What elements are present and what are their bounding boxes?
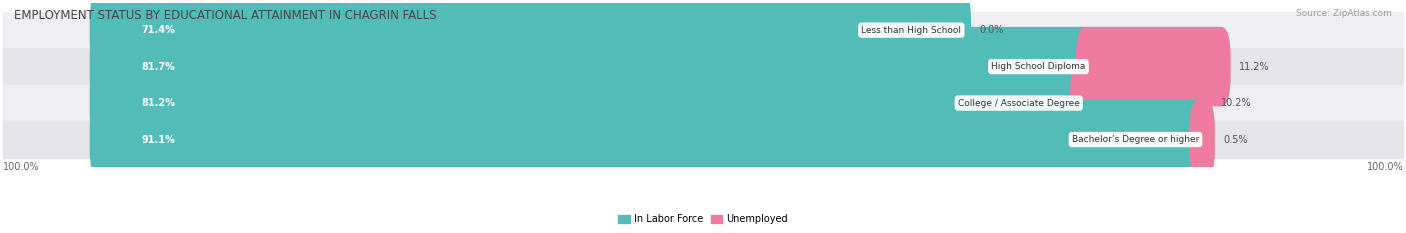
Text: 71.4%: 71.4% bbox=[142, 25, 176, 35]
Text: EMPLOYMENT STATUS BY EDUCATIONAL ATTAINMENT IN CHAGRIN FALLS: EMPLOYMENT STATUS BY EDUCATIONAL ATTAINM… bbox=[14, 9, 436, 22]
Bar bbox=[3, 121, 1403, 158]
Text: College / Associate Degree: College / Associate Degree bbox=[957, 99, 1080, 108]
FancyBboxPatch shape bbox=[90, 100, 1209, 179]
Legend: In Labor Force, Unemployed: In Labor Force, Unemployed bbox=[619, 214, 787, 224]
Text: Source: ZipAtlas.com: Source: ZipAtlas.com bbox=[1296, 9, 1392, 18]
FancyBboxPatch shape bbox=[1076, 27, 1230, 106]
Text: 11.2%: 11.2% bbox=[1239, 62, 1270, 72]
Text: 81.7%: 81.7% bbox=[142, 62, 176, 72]
Text: Bachelor’s Degree or higher: Bachelor’s Degree or higher bbox=[1071, 135, 1199, 144]
Text: High School Diploma: High School Diploma bbox=[991, 62, 1085, 71]
Text: 100.0%: 100.0% bbox=[1367, 162, 1403, 172]
Text: 10.2%: 10.2% bbox=[1220, 98, 1251, 108]
Text: 0.0%: 0.0% bbox=[980, 25, 1004, 35]
FancyBboxPatch shape bbox=[1070, 63, 1212, 143]
Bar bbox=[3, 48, 1403, 85]
Bar bbox=[3, 85, 1403, 121]
FancyBboxPatch shape bbox=[90, 63, 1090, 143]
FancyBboxPatch shape bbox=[90, 0, 972, 70]
Bar bbox=[3, 12, 1403, 48]
FancyBboxPatch shape bbox=[90, 27, 1095, 106]
Text: 81.2%: 81.2% bbox=[142, 98, 176, 108]
Text: 100.0%: 100.0% bbox=[3, 162, 39, 172]
Text: 0.5%: 0.5% bbox=[1223, 134, 1249, 144]
Text: 91.1%: 91.1% bbox=[142, 134, 176, 144]
Text: Less than High School: Less than High School bbox=[862, 26, 962, 35]
FancyBboxPatch shape bbox=[1189, 100, 1215, 179]
